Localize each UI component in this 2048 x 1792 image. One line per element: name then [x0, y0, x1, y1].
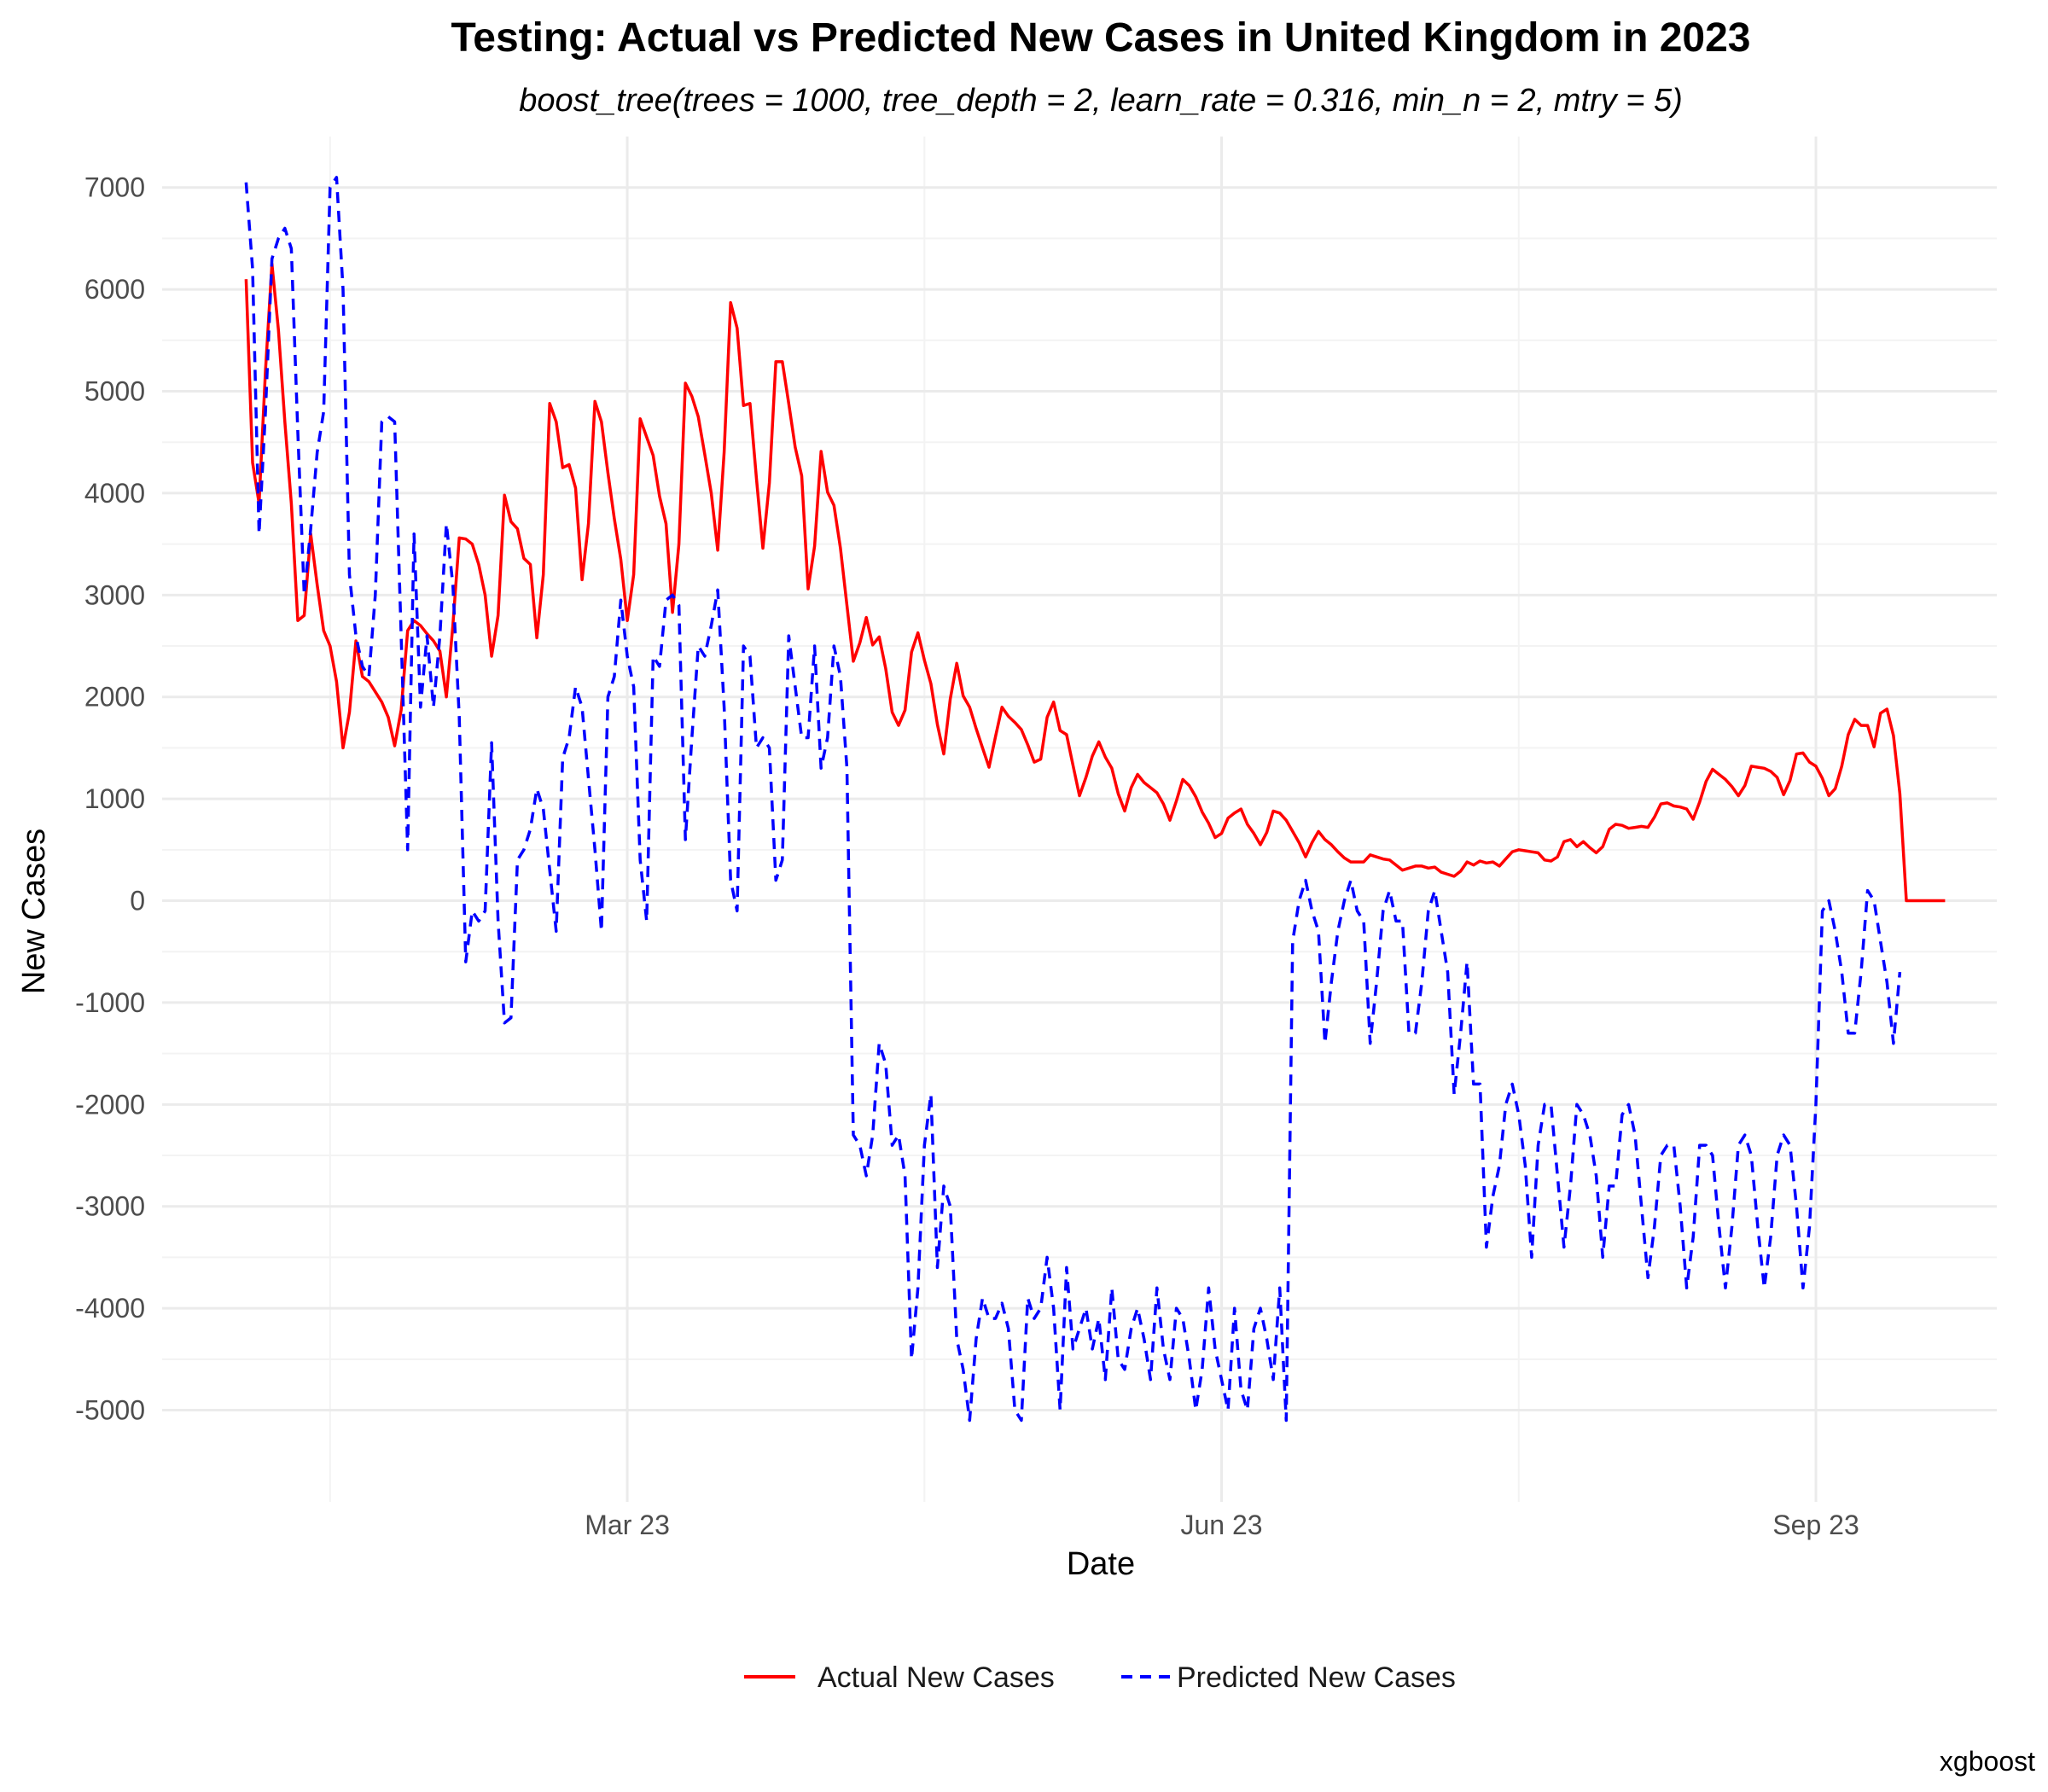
y-tick-label: 6000	[84, 274, 145, 305]
x-axis-tick-labels: Mar 23 Jun 23 Sep 23	[585, 1510, 1859, 1540]
y-tick-label: -5000	[75, 1395, 145, 1426]
y-tick-label: 2000	[84, 682, 145, 713]
y-tick-label: -1000	[75, 987, 145, 1018]
x-tick-label: Sep 23	[1772, 1510, 1859, 1540]
legend: Actual New Cases Predicted New Cases	[744, 1661, 1456, 1694]
chart-title: Testing: Actual vs Predicted New Cases i…	[451, 15, 1750, 61]
y-tick-label: 3000	[84, 579, 145, 610]
y-axis-tick-labels: 7000 6000 5000 4000 3000 2000 1000 0 -1000 -2000 -…	[75, 172, 145, 1426]
y-tick-label: 7000	[84, 172, 145, 203]
chart-subtitle: boost_tree(trees = 1000, tree_depth = 2,…	[519, 83, 1683, 119]
y-tick-label: -2000	[75, 1089, 145, 1120]
y-tick-label: 1000	[84, 783, 145, 814]
y-tick-label: -4000	[75, 1293, 145, 1324]
plot-series	[244, 176, 1946, 1423]
x-axis-title: Date	[1067, 1546, 1135, 1582]
x-tick-label: Jun 23	[1181, 1510, 1263, 1540]
x-tick-label: Mar 23	[585, 1510, 670, 1540]
legend-label-actual: Actual New Cases	[817, 1661, 1055, 1694]
legend-label-predicted: Predicted New Cases	[1177, 1661, 1456, 1694]
chart-caption: xgboost	[1940, 1746, 2035, 1777]
series-line-predicted	[244, 176, 1902, 1423]
y-tick-label: 4000	[84, 478, 145, 509]
y-axis-title: New Cases	[16, 829, 52, 994]
y-tick-label: -3000	[75, 1191, 145, 1222]
y-tick-label: 0	[130, 886, 145, 916]
y-tick-label: 5000	[84, 376, 145, 407]
series-line-actual	[244, 262, 1946, 903]
